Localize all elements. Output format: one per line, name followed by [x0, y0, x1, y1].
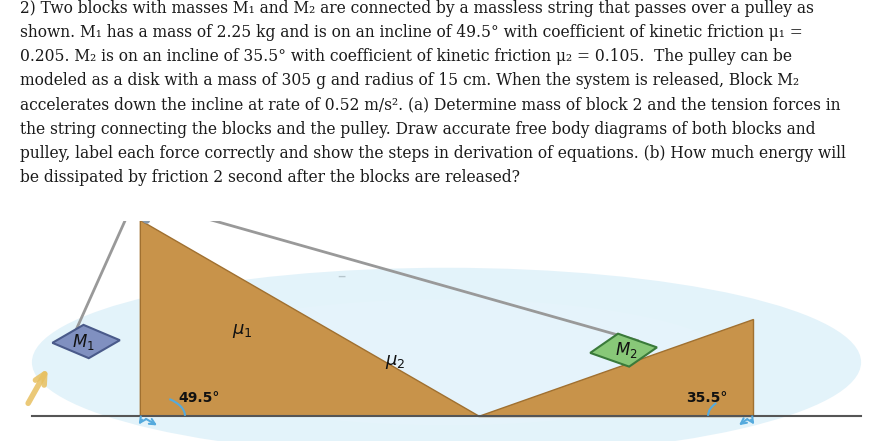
Text: $M_2$: $M_2$	[615, 340, 638, 360]
Circle shape	[138, 202, 143, 204]
Circle shape	[122, 194, 159, 212]
Text: $M_1$: $M_1$	[71, 332, 95, 351]
Text: 35.5°: 35.5°	[686, 391, 727, 405]
Text: –: –	[337, 267, 346, 285]
Circle shape	[115, 191, 166, 216]
Text: 49.5°: 49.5°	[179, 391, 220, 405]
Polygon shape	[479, 319, 753, 416]
Text: $\mu_2$: $\mu_2$	[385, 353, 405, 371]
Circle shape	[134, 200, 146, 206]
Ellipse shape	[160, 299, 733, 425]
Ellipse shape	[32, 268, 861, 441]
Polygon shape	[53, 325, 120, 358]
Text: 2) Two blocks with masses M₁ and M₂ are connected by a massless string that pass: 2) Two blocks with masses M₁ and M₂ are …	[20, 0, 846, 186]
Text: $\mu_1$: $\mu_1$	[232, 322, 253, 340]
Polygon shape	[140, 220, 479, 416]
Polygon shape	[590, 334, 657, 366]
